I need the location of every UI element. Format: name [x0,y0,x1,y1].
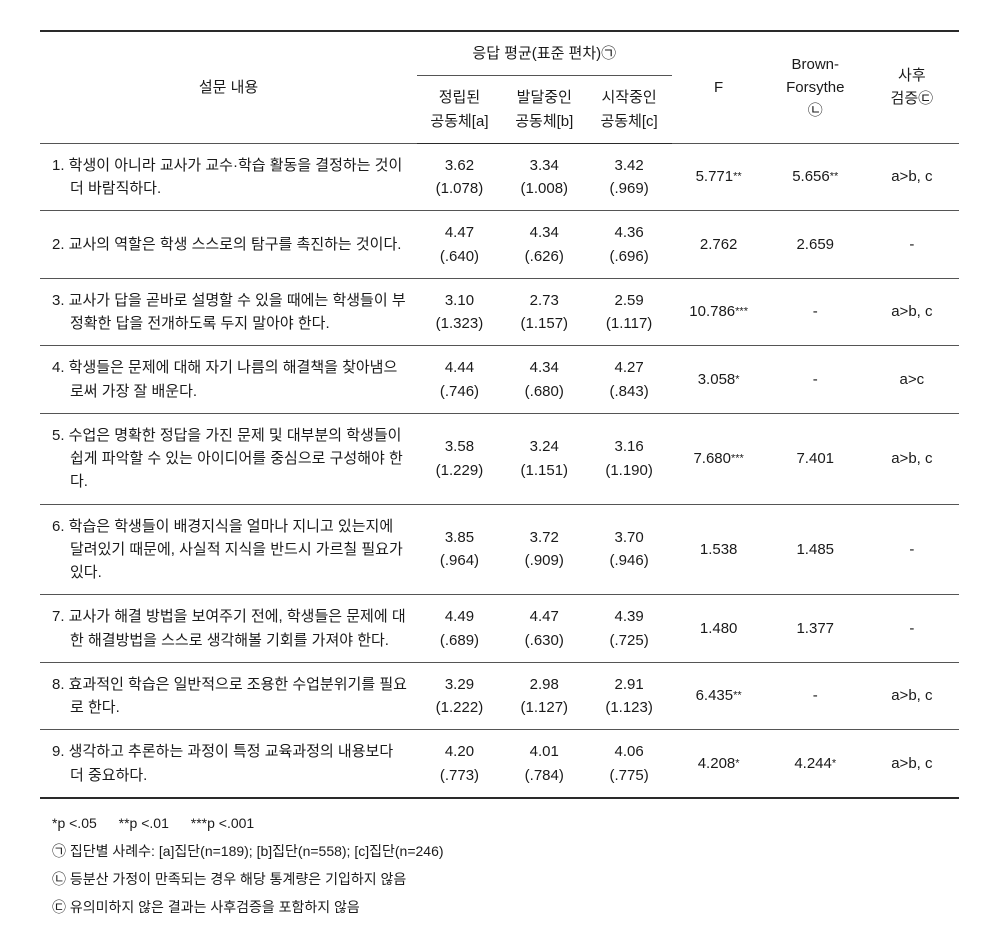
footnotes: *p <.05 **p <.01 ***p <.001 ㉠ 집단별 사례수: [… [40,809,959,921]
value-cell: 4.20(.773) [417,730,502,798]
footnote-3: ㉢ 유의미하지 않은 결과는 사후검증을 포함하지 않음 [52,893,959,921]
table-row: 7. 교사가 해결 방법을 보여주기 전에, 학생들은 문제에 대한 해결방법을… [40,595,959,663]
value-cell: 3.24(1.151) [502,413,587,504]
survey-table: 설문 내용 응답 평균(표준 편차)㉠ F Brown- Forsythe ㉡ … [40,30,959,799]
posthoc-cell: - [865,504,959,595]
value-cell: 4.49(.689) [417,595,502,663]
table-row: 5. 수업은 명확한 정답을 가진 문제 및 대부분의 학생들이 쉽게 파악할 … [40,413,959,504]
question-cell: 4. 학생들은 문제에 대해 자기 나름의 해결책을 찾아냄으로써 가장 잘 배… [40,346,417,414]
posthoc-cell: a>b, c [865,143,959,211]
table-row: 1. 학생이 아니라 교사가 교수·학습 활동을 결정하는 것이 더 바람직하다… [40,143,959,211]
col-brown-forsythe: Brown- Forsythe ㉡ [766,31,865,143]
question-cell: 2. 교사의 역할은 학생 스스로의 탐구를 촉진하는 것이다. [40,211,417,279]
f-cell: 5.771** [672,143,766,211]
footnote-2: ㉡ 등분산 가정이 만족되는 경우 해당 통계량은 기입하지 않음 [52,865,959,893]
posthoc-cell: a>b, c [865,662,959,730]
value-cell: 2.98(1.127) [502,662,587,730]
question-cell: 7. 교사가 해결 방법을 보여주기 전에, 학생들은 문제에 대한 해결방법을… [40,595,417,663]
footnote-1: ㉠ 집단별 사례수: [a]집단(n=189); [b]집단(n=558); [… [52,837,959,865]
bf-cell: - [766,278,865,346]
f-cell: 1.480 [672,595,766,663]
value-cell: 4.06(.775) [587,730,672,798]
f-cell: 4.208* [672,730,766,798]
question-cell: 1. 학생이 아니라 교사가 교수·학습 활동을 결정하는 것이 더 바람직하다… [40,143,417,211]
value-cell: 4.01(.784) [502,730,587,798]
col-question: 설문 내용 [40,31,417,143]
bf-cell: 1.485 [766,504,865,595]
f-cell: 6.435** [672,662,766,730]
value-cell: 4.27(.843) [587,346,672,414]
value-cell: 3.72(.909) [502,504,587,595]
col-sub-a: 정립된 공동체[a] [417,76,502,144]
bf-cell: 7.401 [766,413,865,504]
col-F: F [672,31,766,143]
f-cell: 10.786*** [672,278,766,346]
value-cell: 4.34(.680) [502,346,587,414]
col-sub-b: 발달중인 공동체[b] [502,76,587,144]
value-cell: 4.39(.725) [587,595,672,663]
value-cell: 3.29(1.222) [417,662,502,730]
bf-cell: 4.244* [766,730,865,798]
value-cell: 3.42(.969) [587,143,672,211]
posthoc-cell: a>b, c [865,730,959,798]
bf-cell: 1.377 [766,595,865,663]
significance-legend: *p <.05 **p <.01 ***p <.001 [52,809,959,837]
sig-01: **p <.01 [119,815,169,831]
value-cell: 4.44(.746) [417,346,502,414]
question-cell: 8. 효과적인 학습은 일반적으로 조용한 수업분위기를 필요로 한다. [40,662,417,730]
table-row: 4. 학생들은 문제에 대해 자기 나름의 해결책을 찾아냄으로써 가장 잘 배… [40,346,959,414]
question-cell: 6. 학습은 학생들이 배경지식을 얼마나 지니고 있는지에 달려있기 때문에,… [40,504,417,595]
value-cell: 2.91(1.123) [587,662,672,730]
f-cell: 2.762 [672,211,766,279]
bf-cell: 2.659 [766,211,865,279]
value-cell: 3.10(1.323) [417,278,502,346]
table-row: 9. 생각하고 추론하는 과정이 특정 교육과정의 내용보다 더 중요하다.4.… [40,730,959,798]
posthoc-cell: a>b, c [865,413,959,504]
value-cell: 4.47(.640) [417,211,502,279]
value-cell: 3.62(1.078) [417,143,502,211]
value-cell: 3.34(1.008) [502,143,587,211]
col-posthoc: 사후 검증㉢ [865,31,959,143]
value-cell: 2.59(1.117) [587,278,672,346]
sig-05: *p <.05 [52,815,97,831]
value-cell: 4.47(.630) [502,595,587,663]
col-sub-c: 시작중인 공동체[c] [587,76,672,144]
posthoc-cell: a>b, c [865,278,959,346]
table-row: 8. 효과적인 학습은 일반적으로 조용한 수업분위기를 필요로 한다.3.29… [40,662,959,730]
value-cell: 3.58(1.229) [417,413,502,504]
value-cell: 3.85(.964) [417,504,502,595]
posthoc-cell: - [865,211,959,279]
col-response-group: 응답 평균(표준 편차)㉠ [417,31,671,76]
question-cell: 5. 수업은 명확한 정답을 가진 문제 및 대부분의 학생들이 쉽게 파악할 … [40,413,417,504]
table-row: 2. 교사의 역할은 학생 스스로의 탐구를 촉진하는 것이다.4.47(.64… [40,211,959,279]
value-cell: 3.16(1.190) [587,413,672,504]
posthoc-cell: a>c [865,346,959,414]
table-row: 6. 학습은 학생들이 배경지식을 얼마나 지니고 있는지에 달려있기 때문에,… [40,504,959,595]
question-cell: 9. 생각하고 추론하는 과정이 특정 교육과정의 내용보다 더 중요하다. [40,730,417,798]
value-cell: 2.73(1.157) [502,278,587,346]
value-cell: 3.70(.946) [587,504,672,595]
question-cell: 3. 교사가 답을 곧바로 설명할 수 있을 때에는 학생들이 부정확한 답을 … [40,278,417,346]
bf-cell: - [766,346,865,414]
bf-cell: 5.656** [766,143,865,211]
f-cell: 1.538 [672,504,766,595]
value-cell: 4.36(.696) [587,211,672,279]
sig-001: ***p <.001 [191,815,254,831]
table-row: 3. 교사가 답을 곧바로 설명할 수 있을 때에는 학생들이 부정확한 답을 … [40,278,959,346]
posthoc-cell: - [865,595,959,663]
bf-cell: - [766,662,865,730]
f-cell: 3.058* [672,346,766,414]
f-cell: 7.680*** [672,413,766,504]
value-cell: 4.34(.626) [502,211,587,279]
